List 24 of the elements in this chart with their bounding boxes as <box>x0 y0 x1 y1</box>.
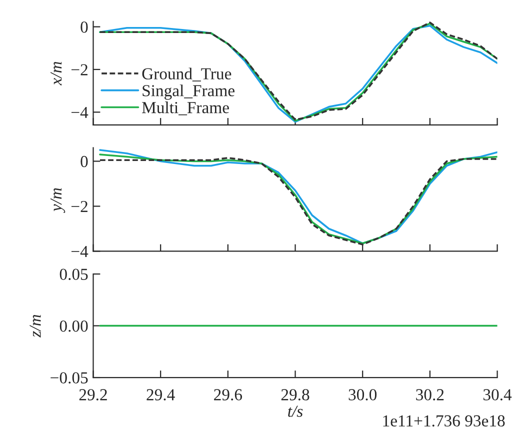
y-tick-label: 0 <box>80 21 88 33</box>
x-tick-label: 29.4 <box>146 389 175 400</box>
y-tick-label: −2 <box>71 200 88 212</box>
x-tick-label: 29.2 <box>79 389 107 400</box>
x-tick-label: 30.2 <box>416 389 444 400</box>
y-tick-label: 0.00 <box>60 320 88 332</box>
text: 1e11+1.736 93e18 <box>383 415 505 427</box>
x-tick-label: 30.4 <box>483 389 512 400</box>
x-axis-title: t/s <box>288 406 303 417</box>
y-tick-label: −4 <box>71 106 88 118</box>
y-tick-label: 0.05 <box>60 268 88 280</box>
y-axis-title: y/m <box>50 188 66 213</box>
y-axis-title: x/m <box>50 62 62 86</box>
x-tick-label: 30.0 <box>348 389 377 400</box>
legend-label: Ground_True <box>142 68 232 82</box>
legend-label: Singal_Frame <box>142 84 234 100</box>
y-tick-label: 0 <box>80 156 88 168</box>
y-tick-label: −2 <box>71 64 88 76</box>
y-tick-label: −0.05 <box>50 372 88 384</box>
legend-label: Multi_Frame <box>142 102 229 116</box>
x-tick-label: 29.6 <box>214 389 242 400</box>
y-tick-label: −4 <box>71 246 88 258</box>
x-tick-label: 29.8 <box>281 389 310 400</box>
y-axis-title: z/m <box>30 314 41 338</box>
